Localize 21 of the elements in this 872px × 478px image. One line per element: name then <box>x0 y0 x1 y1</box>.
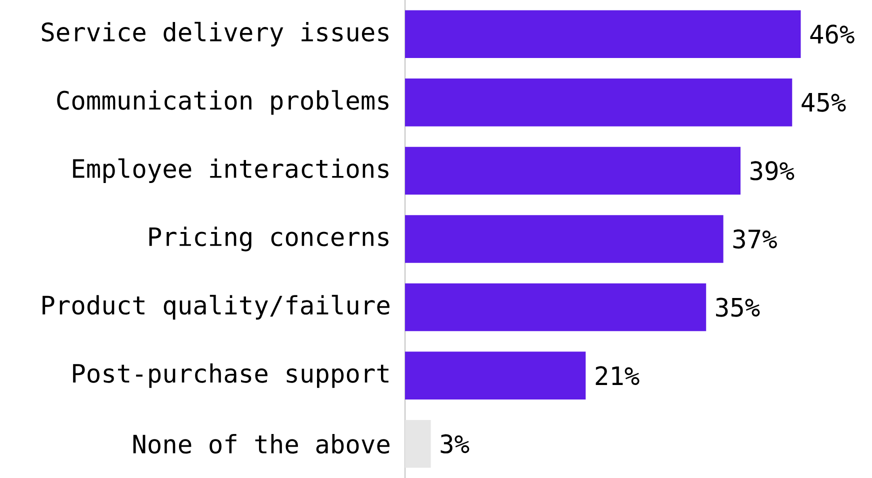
data-label: 37% <box>733 229 777 249</box>
bar <box>405 215 724 263</box>
y-tick-label: Pricing concerns <box>149 226 388 252</box>
bar <box>405 420 431 468</box>
data-label: 39% <box>750 161 794 180</box>
bar <box>405 78 792 126</box>
bar <box>405 283 706 332</box>
y-tick-label: None of the above <box>133 434 390 454</box>
bar <box>405 10 801 58</box>
y-tick-label: Communication problems <box>57 90 388 115</box>
bar <box>405 146 741 195</box>
bar <box>405 352 586 400</box>
data-label: 46% <box>810 24 854 44</box>
y-tick-label: Service delivery issues <box>42 22 388 46</box>
data-label: 35% <box>716 298 760 317</box>
y-tick-label: Employee interactions <box>73 158 388 184</box>
data-label: 45% <box>802 93 846 112</box>
data-label: 21% <box>596 366 640 385</box>
data-label: 3% <box>440 434 470 454</box>
y-tick-label: Product quality/failure <box>42 294 390 320</box>
y-tick-label: Post-purchase support <box>73 363 388 388</box>
